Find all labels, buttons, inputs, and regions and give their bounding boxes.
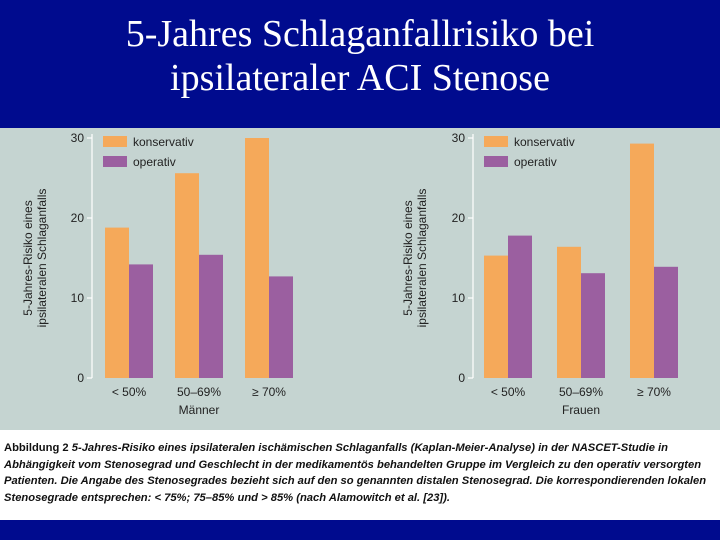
chart-2-y-tick-label: 0 bbox=[458, 371, 465, 385]
chart-2-legend-swatch-operativ bbox=[484, 156, 508, 167]
chart-1-bar-operativ bbox=[129, 264, 153, 378]
chart-2-category-label: ≥ 70% bbox=[637, 385, 671, 399]
slide-title-line-2: ipsilateraler ACI Stenose bbox=[170, 57, 550, 99]
chart-2-y-axis-label-line-2: ipsilateralen Schlaganfalls bbox=[415, 189, 429, 328]
slide-title: 5-Jahres Schlaganfallrisiko bei ipsilate… bbox=[0, 12, 720, 100]
chart-2-bar-operativ bbox=[508, 235, 532, 378]
chart-2-y-tick-label: 30 bbox=[452, 131, 466, 145]
chart-1-bar-operativ bbox=[199, 254, 223, 378]
chart-2-y-tick-label: 20 bbox=[452, 211, 466, 225]
chart-1-bar-operativ bbox=[269, 276, 293, 378]
chart-2-y-tick-label: 10 bbox=[452, 291, 466, 305]
chart-1-bar-konservativ bbox=[175, 173, 199, 378]
chart-1-y-tick-label: 30 bbox=[71, 131, 85, 145]
chart-2-legend-label-operativ: operativ bbox=[514, 155, 557, 169]
slide-title-line-1: 5-Jahres Schlaganfallrisiko bei bbox=[125, 13, 595, 55]
chart-1-category-label: ≥ 70% bbox=[252, 385, 286, 399]
chart-2-bar-konservativ bbox=[484, 255, 508, 378]
chart-1-x-axis-label: Männer bbox=[179, 403, 220, 417]
chart-2-legend-label-konservativ: konservativ bbox=[514, 135, 575, 149]
chart-1-y-axis-label-line-1: 5-Jahres-Risiko eines bbox=[21, 200, 35, 315]
chart-1-legend-swatch-operativ bbox=[103, 156, 127, 167]
chart-2-legend-swatch-konservativ bbox=[484, 136, 508, 147]
chart-2-category-label: < 50% bbox=[491, 385, 526, 399]
chart-1-legend-label-konservativ: konservativ bbox=[133, 135, 194, 149]
chart-2-bar-operativ bbox=[654, 266, 678, 378]
chart-1-legend-label-operativ: operativ bbox=[133, 155, 176, 169]
chart-1-category-label: 50–69% bbox=[177, 385, 221, 399]
chart-1-y-axis-label-line-2: ipsilateralen Schlaganfalls bbox=[35, 189, 49, 328]
chart-1-bar-konservativ bbox=[245, 138, 269, 378]
chart-2-y-axis-label-line-1: 5-Jahres-Risiko eines bbox=[401, 200, 415, 315]
chart-2-category-label: 50–69% bbox=[559, 385, 603, 399]
chart-2-bar-operativ bbox=[581, 273, 605, 378]
chart-1-category-label: < 50% bbox=[112, 385, 147, 399]
chart-1-bar-konservativ bbox=[105, 227, 129, 378]
figure-caption: Abbildung 2 5-Jahres-Risiko eines ipsila… bbox=[4, 440, 716, 506]
caption-text: 5-Jahres-Risiko eines ipsilateralen isch… bbox=[4, 442, 707, 504]
chart-1-y-tick-label: 0 bbox=[77, 371, 84, 385]
chart-2-bar-konservativ bbox=[630, 143, 654, 378]
chart-2-x-axis-label: Frauen bbox=[562, 403, 600, 417]
chart-1-legend-swatch-konservativ bbox=[103, 136, 127, 147]
caption-panel bbox=[0, 430, 720, 520]
chart-1-y-tick-label: 20 bbox=[71, 211, 85, 225]
chart-1-y-tick-label: 10 bbox=[71, 291, 85, 305]
chart-2-bar-konservativ bbox=[557, 246, 581, 378]
caption-lead: Abbildung 2 bbox=[4, 442, 69, 454]
